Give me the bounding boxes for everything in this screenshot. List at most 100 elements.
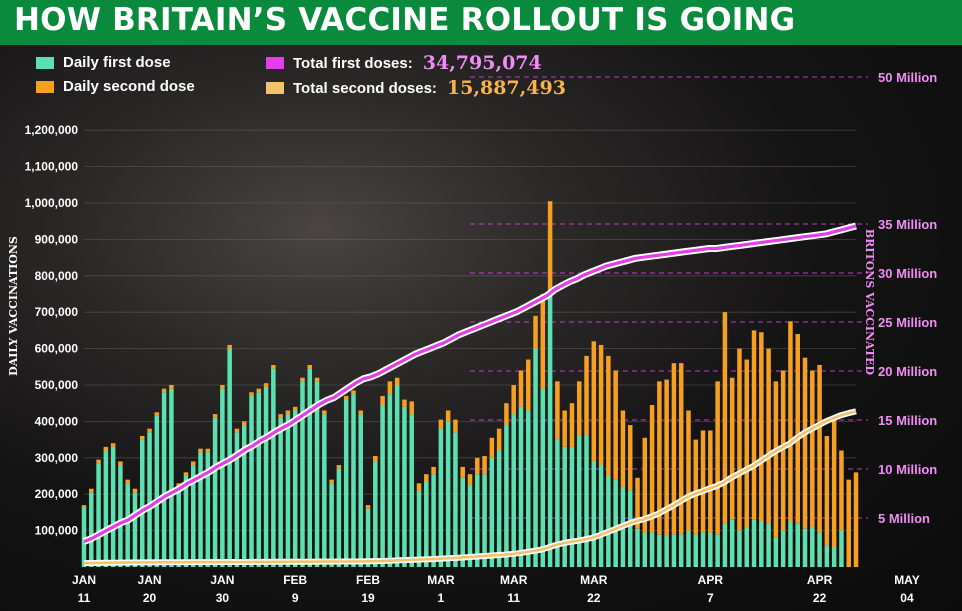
bar-second-dose	[715, 381, 720, 535]
bar-first-dose	[773, 537, 779, 567]
y-tick-label: 1,200,000	[25, 123, 79, 137]
bar-second-dose	[547, 201, 553, 296]
bar-second-dose	[817, 364, 822, 533]
x-tick-label-day: 04	[900, 591, 914, 605]
bar-first-dose	[642, 532, 648, 567]
bar-first-dose	[154, 415, 160, 567]
bar-second-dose	[343, 395, 349, 400]
bar-second-dose	[657, 381, 662, 535]
bar-second-dose	[336, 465, 342, 469]
bar-second-dose	[387, 381, 393, 395]
legend-total-first: Total first doses: 34,795,074	[266, 52, 542, 74]
legend-daily-first: Daily first dose	[36, 54, 171, 71]
bar-second-dose	[205, 448, 211, 453]
bar-first-dose	[766, 523, 771, 567]
bar-first-dose	[351, 394, 356, 567]
x-tick-label-month: APR	[698, 573, 724, 587]
x-tick-label-month: APR	[807, 573, 833, 587]
bar-first-dose	[314, 381, 320, 567]
x-tick-label-day: 9	[292, 591, 299, 605]
bar-second-dose	[686, 410, 691, 531]
bar-second-dose	[227, 344, 232, 349]
y2-tick-label: 50 Million	[878, 70, 937, 85]
y-tick-label: 1,000,000	[25, 196, 79, 210]
bar-second-dose	[526, 359, 531, 411]
bar-second-dose	[678, 363, 684, 535]
y2-tick-label: 15 Million	[878, 413, 937, 428]
bar-first-dose	[249, 395, 254, 567]
bar-second-dose	[256, 388, 262, 393]
y-tick-label: 700,000	[35, 305, 79, 319]
bar-first-dose	[751, 519, 757, 567]
bar-second-dose	[627, 425, 633, 491]
bar-second-dose	[606, 355, 611, 476]
y2-tick-label: 10 Million	[878, 462, 937, 477]
legend-label-total-first: Total first doses:	[293, 54, 413, 72]
bar-first-dose	[190, 465, 196, 567]
bar-first-dose	[416, 490, 422, 567]
bar-second-dose	[89, 488, 94, 493]
bar-second-dose	[540, 294, 546, 389]
bar-first-dose	[635, 528, 640, 567]
bar-second-dose	[598, 344, 604, 466]
legend-label-daily-first: Daily first dose	[63, 54, 171, 71]
bar-first-dose	[300, 381, 305, 567]
x-tick-label-day: 1	[438, 591, 445, 605]
bar-second-dose	[635, 477, 640, 529]
bar-second-dose	[555, 381, 560, 440]
bar-first-dose	[511, 414, 516, 567]
bar-first-dose	[394, 385, 400, 567]
bar-second-dose	[424, 474, 429, 482]
bar-first-dose	[817, 532, 822, 567]
bar-second-dose	[409, 401, 414, 415]
bar-first-dose	[576, 435, 582, 567]
title-bar: HOW BRITAIN’S VACCINE ROLLOUT IS GOING	[0, 0, 962, 45]
bar-second-dose	[292, 406, 298, 411]
bar-first-dose	[402, 406, 407, 567]
y2-tick-label: 5 Million	[878, 511, 930, 526]
bar-second-dose	[773, 381, 779, 538]
bar-second-dose	[234, 428, 240, 433]
bar-second-dose	[154, 412, 160, 416]
bar-first-dose	[409, 414, 414, 567]
bar-first-dose	[343, 399, 349, 567]
total-second-line	[83, 410, 857, 565]
bar-first-dose	[241, 425, 247, 567]
bar-second-dose	[533, 315, 538, 349]
bar-first-dose	[445, 421, 451, 567]
bar-first-dose	[285, 414, 291, 567]
x-tick-label-month: MAR	[427, 573, 455, 587]
bar-first-dose	[489, 457, 495, 567]
bar-first-dose	[460, 477, 465, 567]
bar-first-dose	[467, 485, 473, 567]
bar-first-dose	[147, 432, 152, 567]
bar-second-dose	[241, 421, 247, 426]
bar-second-dose	[562, 410, 567, 447]
bar-second-dose	[802, 357, 808, 529]
bar-first-dose	[606, 476, 611, 567]
bar-second-dose	[737, 348, 742, 531]
bar-first-dose	[729, 519, 735, 567]
bar-second-dose	[620, 410, 626, 487]
bar-second-dose	[708, 430, 713, 533]
bar-second-dose	[329, 479, 334, 484]
bar-second-dose	[744, 359, 750, 527]
y-tick-label: 400,000	[35, 414, 79, 428]
bar-second-dose	[482, 455, 487, 475]
bar-first-dose	[169, 388, 174, 567]
bar-first-dose	[555, 439, 560, 567]
bar-first-dose	[475, 474, 480, 567]
bar-first-dose	[649, 532, 655, 567]
y-axis-label: DAILY VACCINATIONS	[7, 236, 20, 376]
bar-first-dose	[161, 392, 167, 567]
total-first-line	[83, 224, 857, 543]
bar-first-dose	[627, 490, 633, 567]
bar-second-dose	[766, 348, 771, 524]
bar-second-dose	[795, 334, 800, 524]
bar-first-dose	[329, 483, 334, 567]
bar-second-dose	[445, 410, 451, 422]
bar-first-dose	[96, 463, 101, 567]
bar-second-dose	[394, 377, 400, 385]
bar-first-dose	[220, 388, 225, 567]
